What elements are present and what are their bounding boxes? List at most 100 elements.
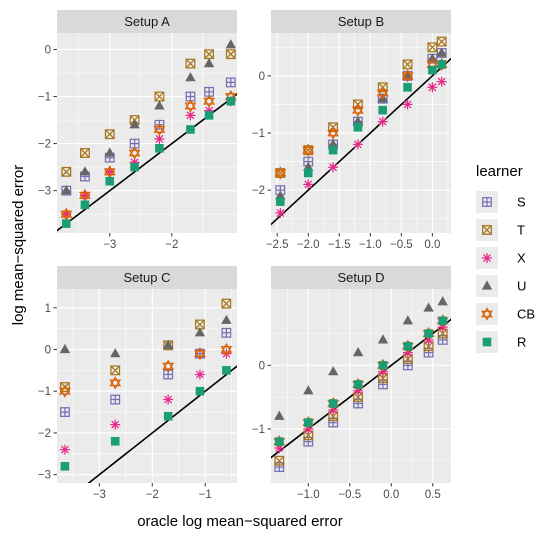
point-u bbox=[129, 119, 140, 129]
point-t bbox=[427, 42, 438, 53]
point-t bbox=[436, 36, 447, 47]
point-cb bbox=[376, 86, 389, 100]
x-tick-label: −0.5 bbox=[338, 489, 361, 501]
point-x bbox=[352, 139, 363, 150]
point-cb bbox=[352, 103, 364, 117]
strip-title: Setup B bbox=[338, 14, 384, 29]
point-x bbox=[303, 179, 314, 190]
point-u bbox=[203, 57, 215, 68]
point-t bbox=[61, 166, 72, 177]
point-r bbox=[437, 60, 446, 69]
point-x bbox=[79, 190, 90, 201]
series-u bbox=[275, 47, 447, 200]
x-tick-label: −1.0 bbox=[359, 239, 382, 251]
legend-key-cb bbox=[481, 307, 493, 321]
point-r bbox=[62, 219, 71, 228]
legend-entry-u: U bbox=[476, 275, 526, 297]
point-u bbox=[110, 348, 121, 358]
y-tick-label: −2 bbox=[38, 428, 51, 440]
point-u bbox=[436, 47, 447, 57]
point-u bbox=[275, 190, 286, 200]
point-u bbox=[274, 410, 285, 420]
legend-entry-x: X bbox=[476, 247, 526, 269]
legend-label: R bbox=[517, 335, 526, 350]
point-r bbox=[378, 105, 388, 115]
point-u bbox=[185, 72, 196, 82]
y-tick-label: 0 bbox=[259, 360, 265, 372]
point-t bbox=[402, 59, 413, 70]
series-r bbox=[60, 366, 231, 471]
point-r bbox=[403, 341, 413, 351]
point-s bbox=[328, 417, 339, 428]
point-s bbox=[402, 360, 413, 371]
point-r bbox=[195, 386, 205, 396]
legend-label: X bbox=[517, 251, 526, 266]
x-tick-label: −2.5 bbox=[266, 239, 289, 251]
series-t bbox=[61, 49, 236, 177]
point-x bbox=[204, 105, 215, 116]
point-u bbox=[437, 296, 448, 306]
point-s bbox=[423, 347, 434, 358]
legend-entry-r: R bbox=[476, 331, 526, 353]
point-r bbox=[276, 197, 285, 206]
point-x bbox=[104, 166, 115, 177]
x-tick-label: −3 bbox=[93, 489, 106, 501]
series-cb bbox=[59, 342, 233, 398]
legend-key-s bbox=[482, 197, 492, 207]
point-cb bbox=[220, 342, 233, 357]
point-cb bbox=[59, 384, 71, 398]
panel-setup-a: Setup A −3 −2 −3 −2 −1 0 bbox=[38, 10, 237, 251]
strip-background bbox=[271, 10, 451, 33]
point-x bbox=[110, 419, 121, 430]
series-x bbox=[275, 76, 447, 218]
y-tick-label: −2 bbox=[38, 139, 51, 151]
x-tick-label: 0.0 bbox=[383, 489, 399, 501]
y-axis-title: log mean−squared error bbox=[10, 165, 27, 326]
legend-key-background bbox=[476, 303, 498, 325]
point-x bbox=[129, 157, 140, 168]
point-x bbox=[328, 162, 339, 173]
point-s bbox=[353, 398, 364, 409]
point-x bbox=[436, 76, 447, 87]
point-u bbox=[377, 334, 389, 344]
point-t bbox=[80, 148, 90, 158]
point-s bbox=[225, 77, 236, 88]
point-u bbox=[79, 166, 91, 176]
point-u bbox=[402, 315, 414, 325]
point-r bbox=[353, 122, 363, 132]
point-r bbox=[428, 65, 437, 75]
point-r bbox=[274, 437, 284, 446]
point-cb bbox=[184, 99, 197, 113]
strip-title: Setup A bbox=[124, 14, 170, 29]
series-u bbox=[59, 314, 232, 358]
point-r bbox=[130, 162, 139, 172]
y-tick-label: −2 bbox=[252, 185, 265, 197]
series-s bbox=[274, 334, 448, 473]
x-tick-label: −1.0 bbox=[297, 489, 320, 501]
panel-setup-d: Setup D −1.0 −0.5 0.0 0.5 −1 0 bbox=[252, 266, 451, 501]
point-cb bbox=[401, 69, 414, 83]
point-r bbox=[186, 125, 195, 134]
y-tick-label: −1 bbox=[38, 92, 51, 104]
identity-reference-line bbox=[87, 365, 237, 483]
point-r bbox=[438, 316, 448, 326]
y-tick-label: 0 bbox=[259, 71, 265, 83]
point-x bbox=[377, 116, 388, 127]
point-u bbox=[327, 138, 339, 149]
legend-key-r bbox=[482, 337, 492, 347]
point-r bbox=[378, 361, 388, 370]
legend-label: T bbox=[517, 223, 525, 238]
point-s bbox=[60, 407, 70, 418]
panel-setup-b: Setup B −2.5 −2.0 −1.5 −1.0 −0.5 0.0 −2 −1 0 bbox=[252, 10, 451, 251]
point-r bbox=[403, 82, 412, 92]
point-r bbox=[222, 366, 231, 375]
panel-background bbox=[57, 289, 237, 483]
panel-plot-area bbox=[57, 289, 237, 483]
x-tick-label: −2 bbox=[165, 239, 178, 251]
point-u bbox=[427, 53, 438, 63]
y-tick-label: 0 bbox=[45, 344, 51, 356]
point-x bbox=[185, 110, 196, 121]
point-cb bbox=[194, 347, 206, 361]
